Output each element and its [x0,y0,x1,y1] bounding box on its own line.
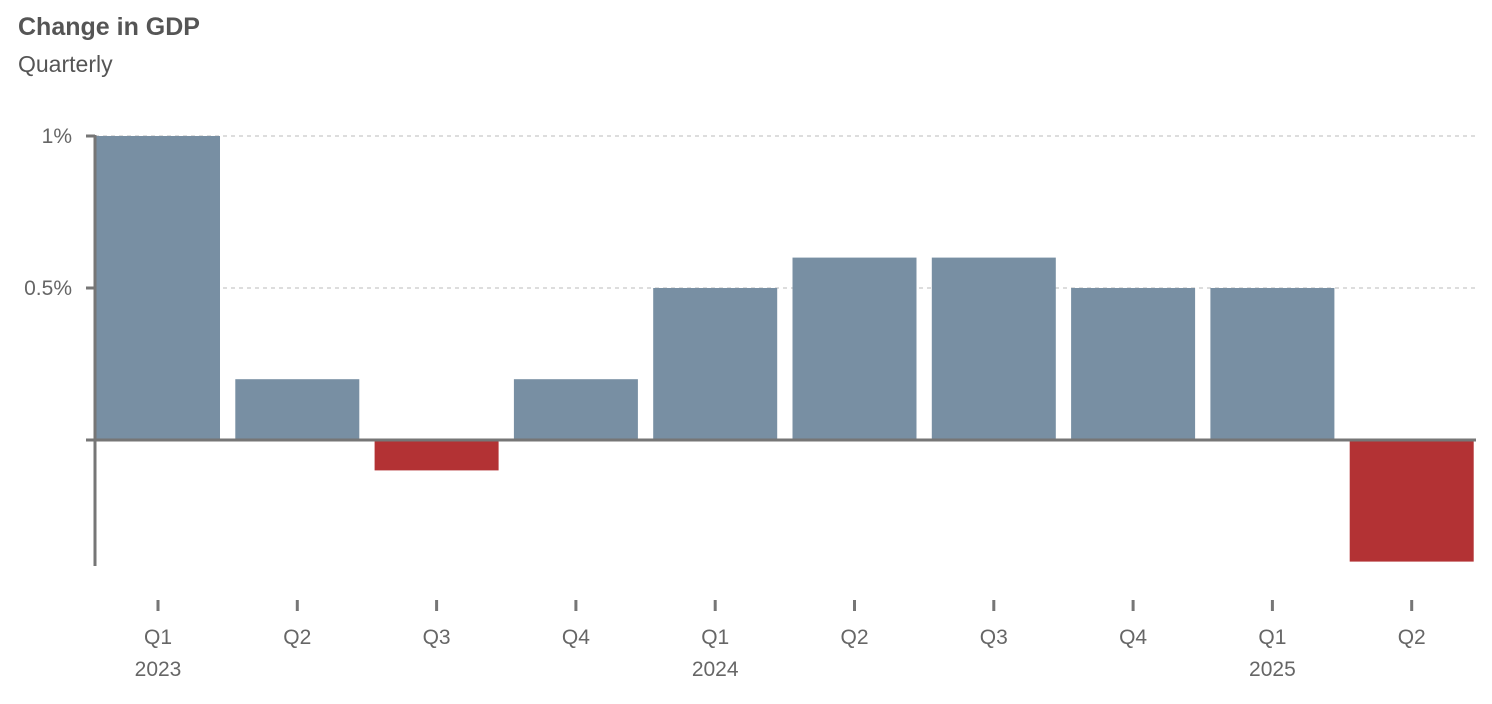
y-tick-label: 1% [42,125,72,148]
bar-3 [513,379,638,440]
x-tick-label: Q4 [1119,626,1147,649]
x-tick-label: Q3 [423,626,451,649]
y-tick-label: 0.5% [24,277,72,300]
x-tick-label: Q1 [701,626,729,649]
bar-5 [792,257,917,440]
x-year-label: 2024 [692,658,739,681]
bar-4 [653,288,778,440]
bar-2 [374,440,499,471]
x-tick-label: Q3 [980,626,1008,649]
x-tick-label: Q4 [562,626,590,649]
bar-8 [1210,288,1335,440]
x-tick-label: Q2 [840,626,868,649]
x-tick-label: Q2 [1398,626,1426,649]
chart-subtitle: Quarterly [18,51,113,77]
x-year-label: 2025 [1249,658,1296,681]
x-tick-label: Q1 [144,626,172,649]
x-tick-label: Q1 [1258,626,1286,649]
bar-9 [1349,440,1474,562]
x-tick-label: Q2 [283,626,311,649]
bar-6 [931,257,1056,440]
bar-0 [96,136,220,440]
bar-7 [1071,288,1196,440]
x-year-label: 2023 [135,658,182,681]
chart-title: Change in GDP [18,13,200,41]
bar-1 [235,379,360,440]
